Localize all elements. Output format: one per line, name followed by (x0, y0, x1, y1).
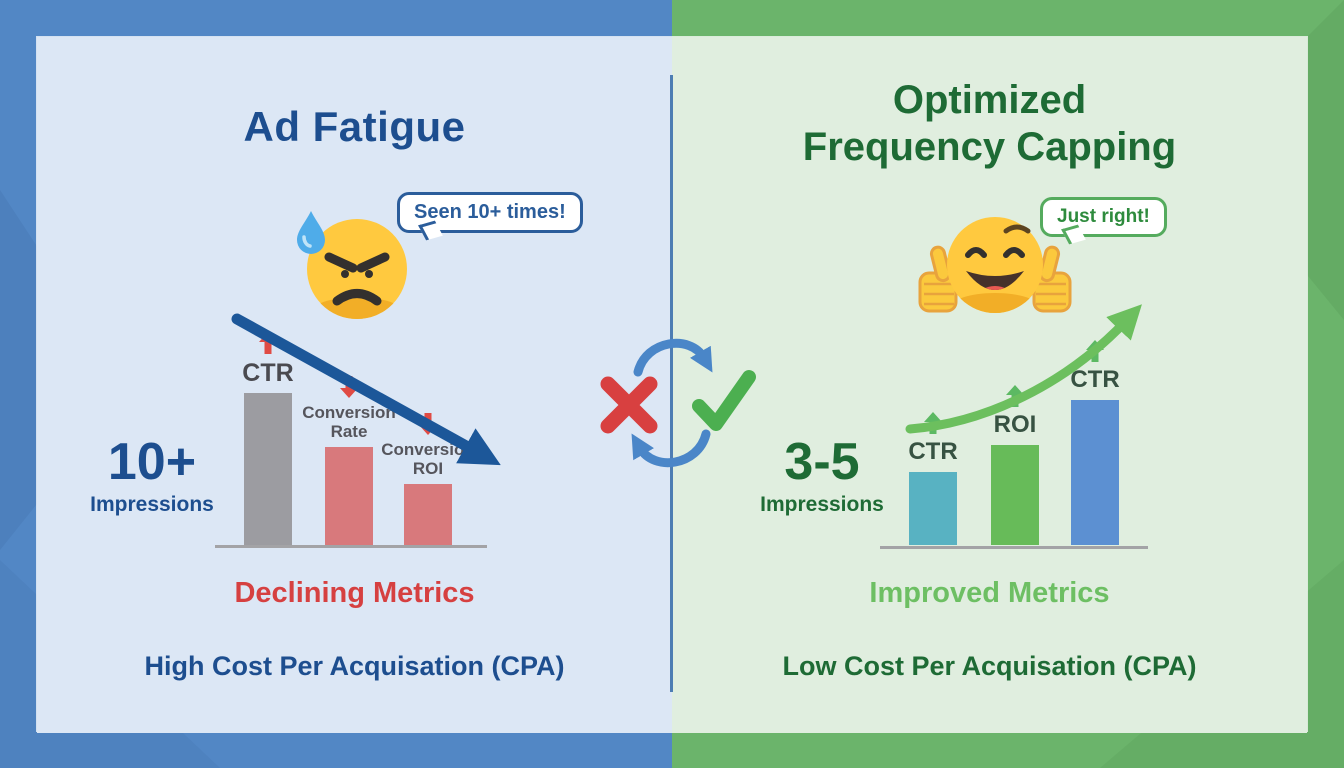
thumb-up-right-icon (1032, 245, 1072, 313)
impressions-value: 10+ (107, 433, 197, 491)
cycle-arrow-top-icon (633, 338, 713, 377)
right-title-line1: Optimized (892, 78, 1087, 122)
declining-trend-arrow-icon (231, 313, 501, 466)
bar-label: Conversion Rate (302, 402, 396, 441)
metrics-summary-right: Improved Metrics (869, 577, 1110, 609)
bar-conversion-rate (325, 447, 373, 545)
cpa-line-right: Low Cost Per Acquisation (CPA) (782, 651, 1197, 681)
bar-label: Conversion ROI (381, 439, 475, 478)
thumbs-up-emoji-icon (918, 217, 1072, 313)
center-divider-line (670, 75, 673, 692)
panel-frequency-capping: Optimized Frequency Capping (672, 37, 1307, 733)
metrics-summary-left: Declining Metrics (234, 577, 475, 609)
impressions-label: Impressions (760, 492, 884, 516)
bar-column-roi: ROI (955, 385, 1075, 545)
chart-baseline (880, 546, 1148, 549)
right-panel-title: Optimized Frequency Capping (672, 77, 1307, 171)
bar-column-conversion-roi: Conversion ROI (368, 412, 488, 545)
comparison-card: Ad Fatigue Seen 10+ times! (36, 36, 1308, 733)
speech-bubble-just-right: Just right! (1040, 197, 1167, 237)
bar-label: CTR (908, 438, 958, 466)
impressions-count-left: 10+ Impressions (57, 435, 247, 516)
impressions-count-right: 3-5 Impressions (727, 435, 917, 516)
cycle-arrow-bottom-icon (631, 429, 711, 468)
bar-ctr-teal (909, 472, 957, 545)
angry-face-emoji-icon (297, 211, 407, 319)
red-cross-icon (600, 376, 658, 434)
bar-conversion-roi (404, 484, 452, 545)
sweat-drop-icon (297, 211, 325, 254)
chart-baseline (215, 545, 487, 548)
cpa-line-left: High Cost Per Acquisation (CPA) (144, 651, 565, 681)
bar-ctr-blue (1071, 400, 1119, 545)
impressions-label: Impressions (90, 492, 214, 516)
rising-trend-arrow-icon (905, 304, 1142, 434)
bar-roi-green (991, 445, 1039, 545)
left-panel-title: Ad Fatigue (243, 103, 466, 150)
bar-column-ctr: CTR (208, 332, 328, 545)
right-title-line2: Frequency Capping (802, 125, 1177, 170)
bar-label: CTR (1070, 366, 1120, 394)
speech-bubble-seen-times: Seen 10+ times! (397, 192, 583, 233)
panel-ad-fatigue: Ad Fatigue Seen 10+ times! (37, 37, 672, 733)
bar-column-conversion-rate: Conversion Rate (289, 375, 409, 545)
bar-column-ctr-right1: CTR (873, 412, 993, 545)
bar-label: ROI (993, 411, 1037, 439)
bar-ctr (244, 393, 292, 545)
thumb-up-left-icon (918, 245, 958, 313)
bar-label: CTR (242, 359, 294, 387)
impressions-value: 3-5 (784, 433, 860, 491)
green-checkmark-icon (692, 370, 756, 431)
